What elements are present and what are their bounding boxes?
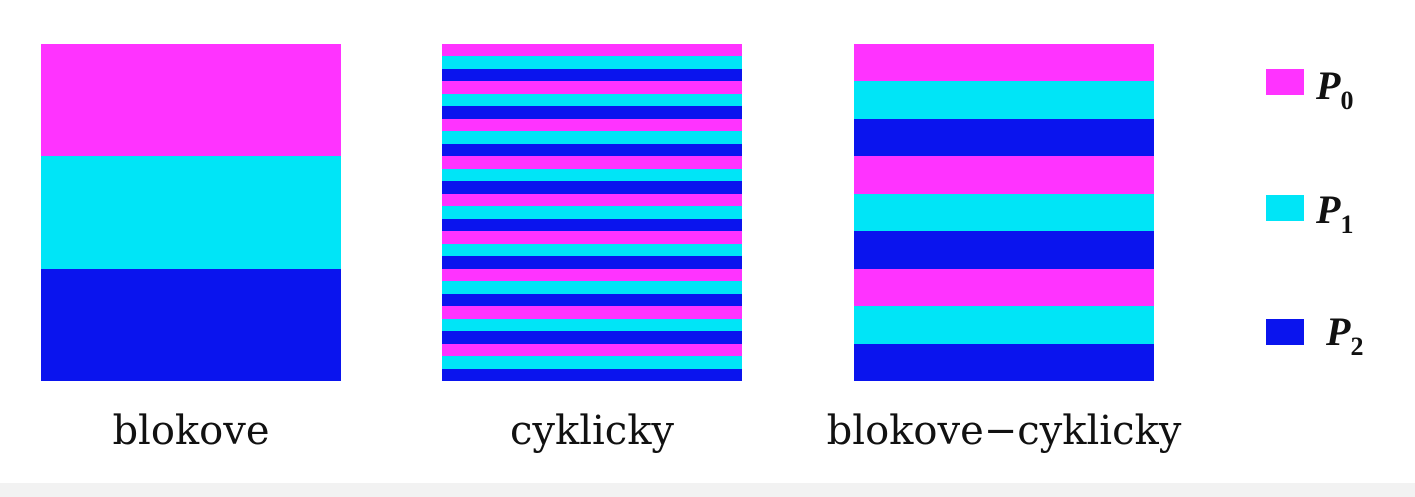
stripe-p0: [442, 118, 742, 132]
legend-sub-p2: 2: [1350, 332, 1364, 361]
stripe-p1: [442, 168, 742, 182]
stripe-p1: [854, 81, 1154, 119]
stripe-p1: [442, 243, 742, 257]
stripe-p0: [442, 268, 742, 282]
stripe-p1: [854, 193, 1154, 232]
stripe-p1: [442, 281, 742, 294]
stripe-p1: [41, 156, 341, 269]
legend-label-p2: P2: [1326, 308, 1363, 362]
stripe-p2: [442, 143, 742, 157]
stripe-p0: [442, 81, 742, 94]
stripe-p2: [442, 293, 742, 307]
panel-blokove: [41, 44, 341, 381]
legend-letter-p1: P: [1316, 187, 1341, 232]
stripe-p1: [442, 131, 742, 144]
caption-blokove-cyklicky: blokove−cyklicky: [826, 408, 1182, 454]
stripe-p1: [442, 356, 742, 369]
caption-blokove: blokove: [112, 408, 270, 454]
stripe-p2: [442, 368, 742, 382]
stripe-p1: [442, 93, 742, 107]
legend-swatch-p2: [1266, 319, 1304, 345]
stripe-p0: [854, 268, 1154, 307]
stripe-p0: [442, 44, 742, 57]
panel-blokove-cyklicky: [854, 44, 1154, 381]
legend-label-p0: P0: [1316, 62, 1353, 116]
stripe-p1: [442, 56, 742, 69]
legend-sub-p0: 0: [1340, 86, 1354, 115]
stripe-p0: [442, 306, 742, 319]
stripe-p2: [442, 106, 742, 119]
stripe-p2: [854, 118, 1154, 157]
stripe-p0: [854, 44, 1154, 82]
panel-cyklicky: [442, 44, 742, 382]
legend-letter-p0: P: [1316, 63, 1341, 108]
stripe-p0: [854, 156, 1154, 194]
stripe-p1: [854, 306, 1154, 344]
legend-swatch-p0: [1266, 69, 1304, 95]
stripe-p2: [442, 256, 742, 269]
caption-cyklicky: cyklicky: [509, 408, 675, 454]
stripe-p0: [442, 343, 742, 357]
legend-label-p1: P1: [1316, 186, 1353, 240]
stripe-p2: [854, 343, 1154, 381]
stripe-p2: [442, 218, 742, 232]
stripe-p0: [442, 193, 742, 207]
stripe-p0: [41, 44, 341, 157]
stripe-p2: [41, 268, 341, 381]
stripe-p2: [854, 231, 1154, 269]
legend-sub-p1: 1: [1340, 210, 1354, 239]
stripe-p2: [442, 68, 742, 82]
stripe-p0: [442, 231, 742, 244]
stripe-p2: [442, 331, 742, 344]
stripe-p0: [442, 156, 742, 169]
stripe-p1: [442, 318, 742, 332]
bottom-bar: [0, 483, 1415, 497]
legend-letter-p2: P: [1326, 309, 1351, 354]
stripe-p2: [442, 181, 742, 194]
stripe-p1: [442, 206, 742, 219]
legend-swatch-p1: [1266, 195, 1304, 221]
